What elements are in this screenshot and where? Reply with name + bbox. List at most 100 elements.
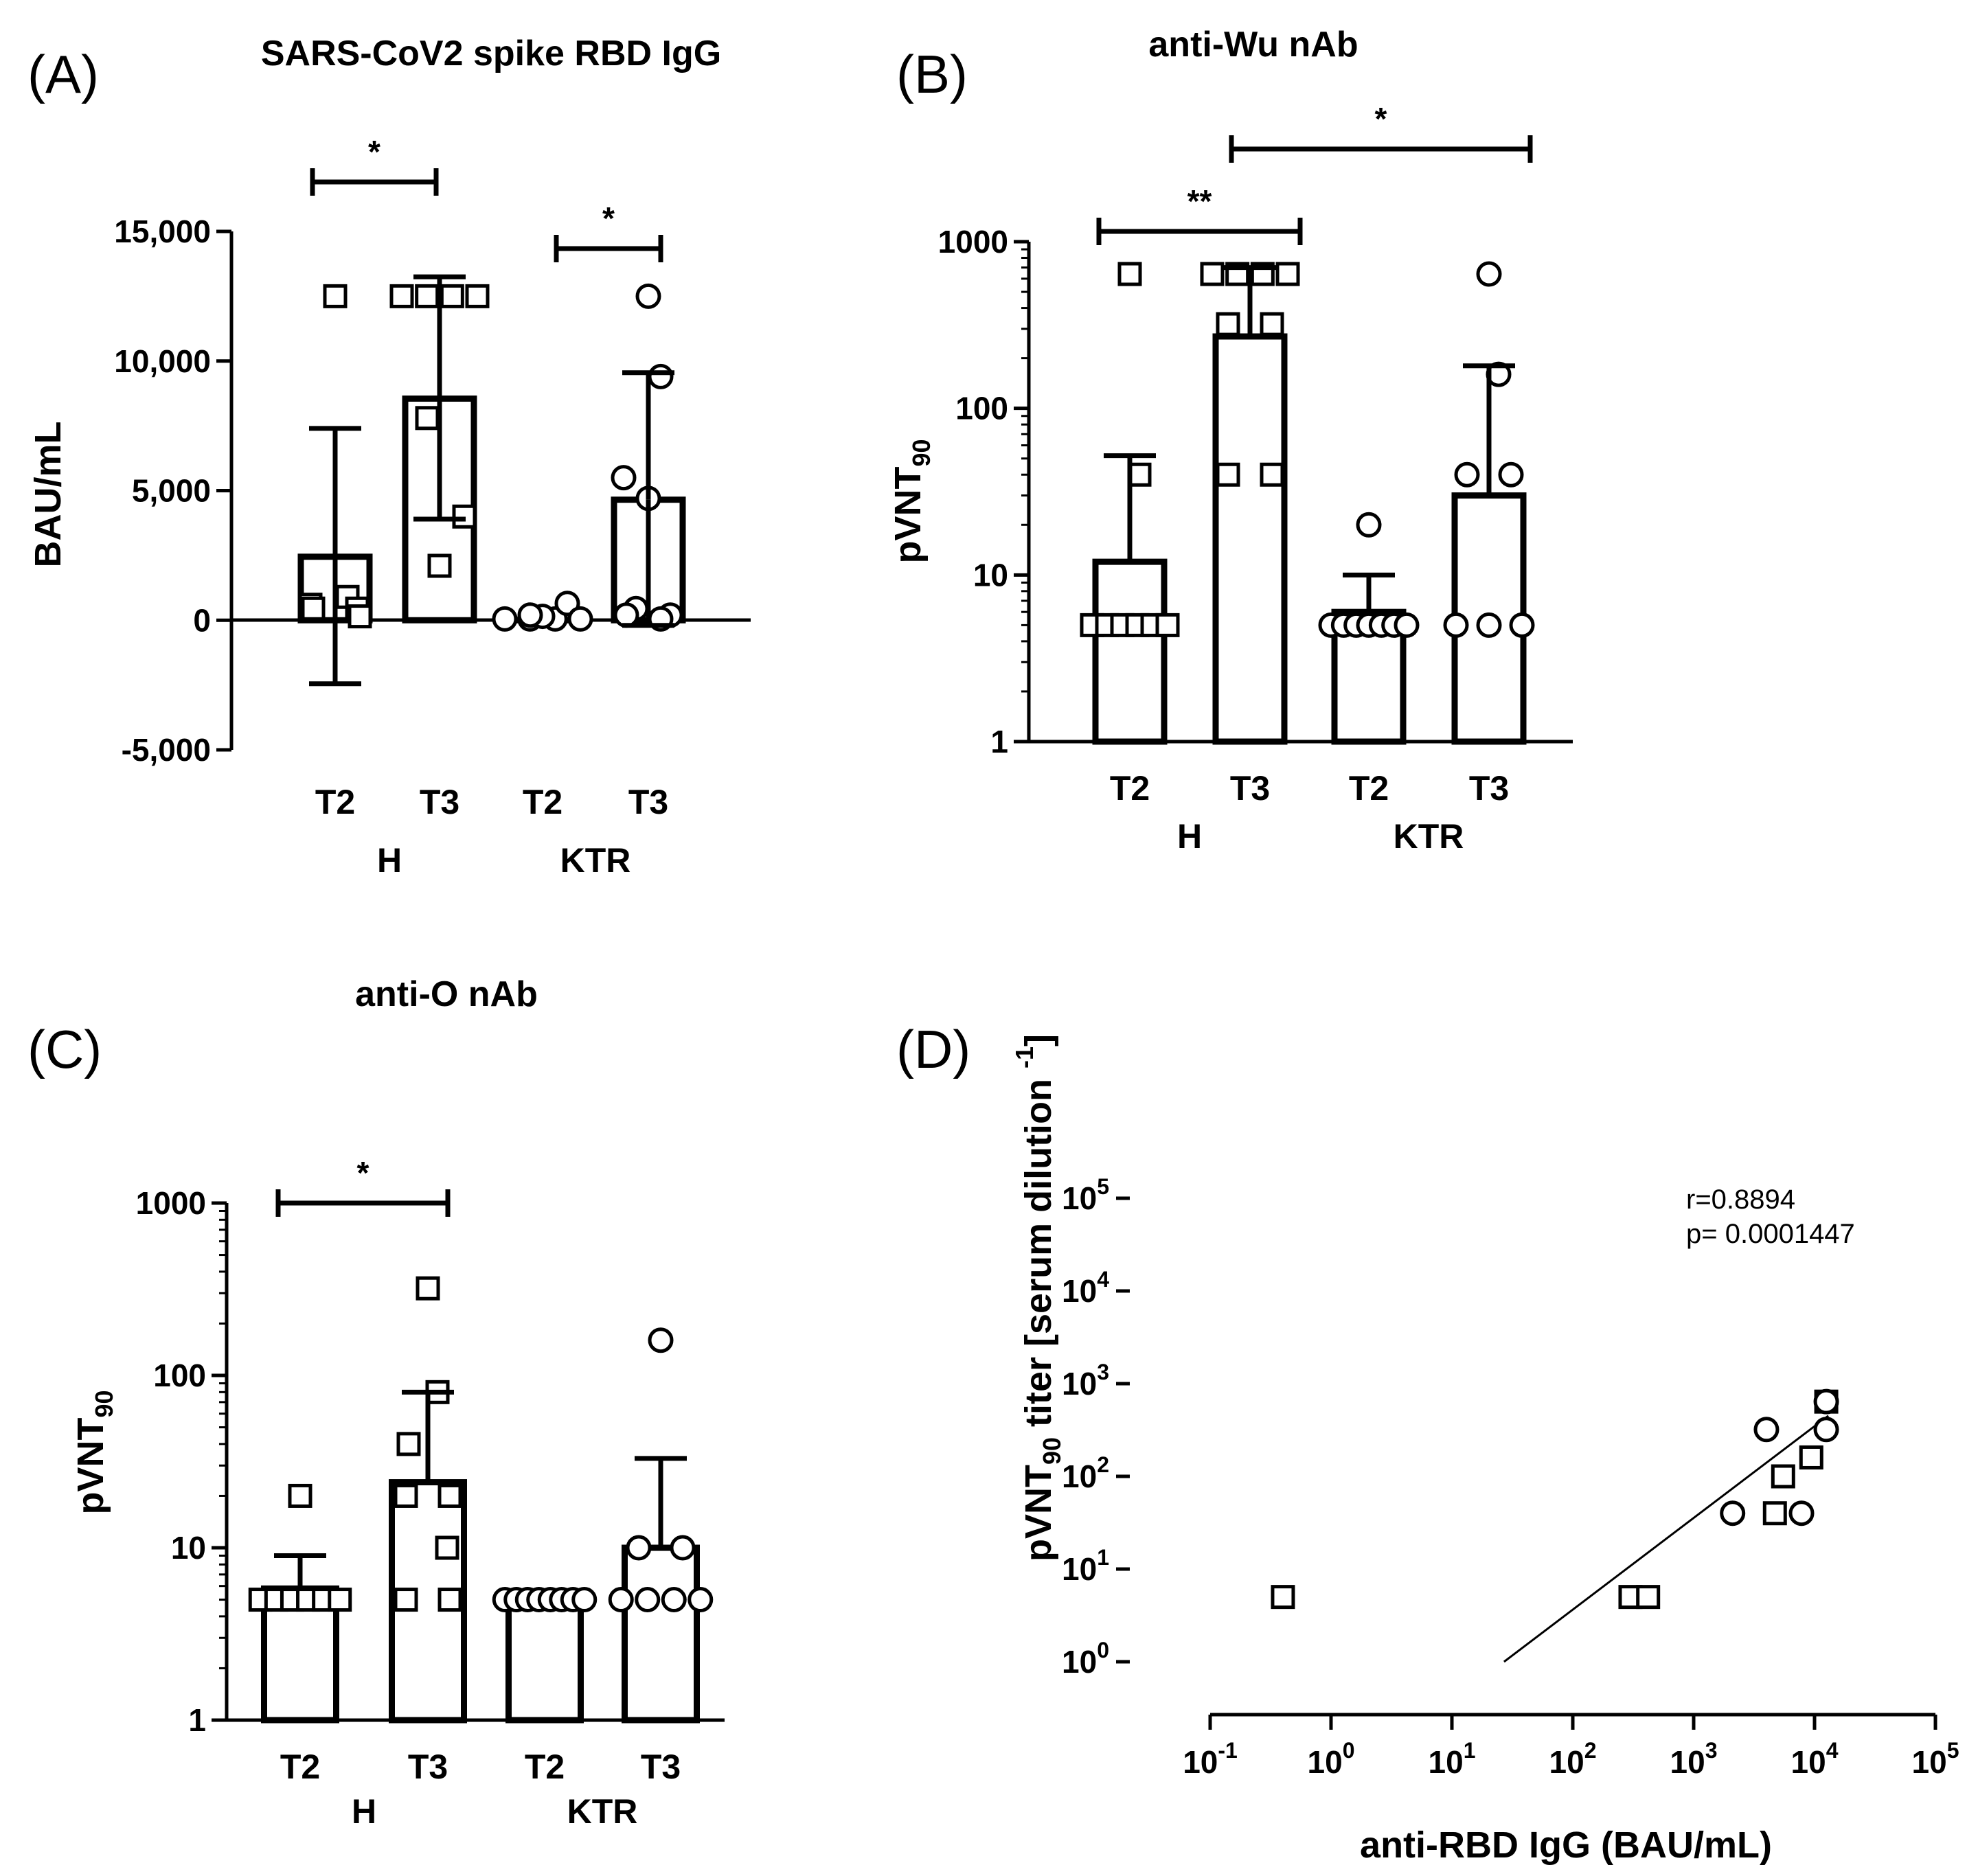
panel-c-group-label-1: KTR	[567, 1792, 638, 1831]
panel-b-y-axis-label: pVNT90	[887, 439, 935, 563]
panel-c-point	[396, 1432, 421, 1456]
panel-b-group-label-1: KTR	[1394, 817, 1464, 856]
panel-a-title: SARS-CoV2 spike RBD IgG	[261, 34, 721, 73]
panel-d-point-2	[1636, 1585, 1661, 1610]
panel-b-point	[1216, 312, 1240, 336]
panel-a-y-axis-label: BAU/mL	[27, 422, 69, 568]
panel-b-category-label-0: T2	[1110, 769, 1150, 808]
panel-d-y-tick-label-0: 100	[1062, 1638, 1109, 1680]
panel-a-group-label-0: H	[377, 841, 402, 880]
panel-b-point	[1260, 462, 1284, 487]
panel-d-x-tick-label-4: 103	[1670, 1738, 1718, 1780]
panel-d-y-tick-label-4: 104	[1062, 1267, 1109, 1309]
panel-d-point-6	[1771, 1464, 1795, 1489]
panel-b-category-label-3: T3	[1469, 769, 1509, 808]
panel-d-correlation: (D) pVNT90 titer [serum dilution -1] ant…	[896, 1019, 1959, 1866]
panel-c-point	[288, 1483, 312, 1508]
panel-a-point	[415, 284, 440, 308]
panel-c-significance-0-label: *	[357, 1155, 370, 1191]
panel-a-group-label-1: KTR	[560, 841, 631, 880]
panel-b-label: (B)	[896, 44, 968, 104]
panel-b-bar-1	[1212, 333, 1288, 745]
panel-a-category-label-3: T3	[628, 783, 668, 821]
panel-c-title: anti-O nAb	[355, 974, 538, 1014]
panel-b-point	[1127, 462, 1152, 487]
panel-c-group-label-0: H	[352, 1792, 376, 1831]
panel-a-point	[517, 602, 543, 628]
panel-d-y-axis-label: pVNT90 titer [serum dilution -1]	[1010, 1034, 1066, 1562]
panel-d-x-tick-label-6: 105	[1912, 1738, 1959, 1780]
panel-b-point	[1454, 461, 1480, 488]
panel-a-point	[648, 363, 674, 389]
panel-c-y-tick-label-1: 10	[171, 1530, 206, 1566]
panel-d-x-tick-label-5: 104	[1791, 1738, 1839, 1780]
panel-b-point	[1117, 262, 1142, 286]
panel-a-y-tick-label-4: 15,000	[114, 214, 211, 249]
panel-c-point	[571, 1587, 598, 1613]
panel-a-y-tick-label-0: -5,000	[122, 732, 211, 768]
panel-a-point	[567, 606, 593, 632]
panel-d-point-3	[1720, 1500, 1746, 1526]
panel-c-anti-o-nab: (C) anti-O nAb pVNT90 1 10 100 1000 T2 T3 T2 T3…	[27, 974, 725, 1831]
panel-c-bar-2	[505, 1597, 584, 1724]
panel-b-point	[1498, 461, 1524, 488]
panel-b-y-tick-label-1: 10	[973, 557, 1008, 593]
panel-c-point	[687, 1587, 714, 1613]
panel-c-y-tick-label-3: 1000	[136, 1185, 206, 1221]
panel-a-point	[389, 284, 414, 308]
panel-d-y-tick-label-2: 102	[1062, 1452, 1109, 1494]
panel-a-point	[301, 596, 326, 621]
panel-b-y-tick-label-0: 1	[990, 724, 1008, 759]
panel-d-point-5	[1762, 1501, 1787, 1526]
panel-b-point	[1155, 613, 1180, 637]
panel-a-significance-1-label: *	[602, 201, 615, 236]
panel-a-point	[452, 504, 477, 529]
panel-b-bar-0	[1092, 558, 1168, 745]
panel-c-bar-3	[622, 1544, 700, 1724]
panel-a-rbd-igg: (A) SARS-CoV2 spike RBD IgG BAU/mL -5,00…	[27, 34, 751, 880]
panel-c-point	[435, 1535, 459, 1560]
panel-c-y-tick-label-2: 100	[153, 1358, 206, 1393]
panel-d-label: (D)	[896, 1019, 970, 1079]
panel-d-x-tick-label-1: 100	[1308, 1738, 1355, 1780]
panel-d-point-7	[1788, 1500, 1815, 1526]
panel-a-point	[323, 284, 348, 308]
panel-c-point	[437, 1483, 462, 1508]
panel-b-point	[1200, 262, 1225, 286]
panel-a-point	[465, 284, 490, 308]
panel-d-y-tick-label-5: 105	[1062, 1174, 1109, 1216]
panel-a-y-tick-label-2: 5,000	[132, 473, 211, 509]
panel-c-point	[608, 1587, 634, 1613]
panel-d-x-tick-label-0: 10-1	[1183, 1738, 1238, 1780]
panel-a-category-label-2: T2	[523, 783, 562, 821]
panel-d-x-tick-label-2: 101	[1429, 1738, 1476, 1780]
panel-a-label: (A)	[27, 44, 99, 104]
panel-d-y-tick-label-3: 103	[1062, 1360, 1109, 1402]
panel-d-fit-line	[1503, 1415, 1829, 1663]
panel-d-x-tick-label-3: 102	[1549, 1738, 1597, 1780]
panel-a-point	[613, 602, 639, 628]
panel-c-category-label-0: T2	[280, 1748, 320, 1786]
panel-d-point-0	[1271, 1585, 1295, 1610]
panel-b-point	[1216, 462, 1240, 487]
panel-d-x-axis-label: anti-RBD IgG (BAU/mL)	[1360, 1824, 1772, 1866]
panel-a-category-label-0: T2	[315, 783, 355, 821]
panel-c-category-label-1: T3	[408, 1748, 448, 1786]
panel-d-point-11	[1813, 1417, 1839, 1443]
panel-b-category-label-1: T3	[1230, 769, 1270, 808]
panel-d-y-tick-label-1: 101	[1062, 1545, 1109, 1587]
panel-d-point-8	[1799, 1445, 1823, 1469]
panel-c-category-label-3: T3	[641, 1748, 681, 1786]
panel-d-point-4	[1753, 1417, 1780, 1443]
panel-b-point	[1394, 612, 1420, 638]
panel-a-y-tick-label-3: 10,000	[114, 343, 211, 379]
panel-c-point	[437, 1588, 462, 1612]
panel-c-point	[635, 1587, 661, 1613]
panel-b-point	[1356, 512, 1382, 538]
panel-c-point	[394, 1483, 418, 1508]
panel-a-point	[348, 604, 372, 629]
panel-b-point	[1509, 612, 1535, 638]
panel-b-point	[1275, 262, 1300, 286]
panel-d-annotation-r: r=0.8894	[1686, 1185, 1795, 1215]
